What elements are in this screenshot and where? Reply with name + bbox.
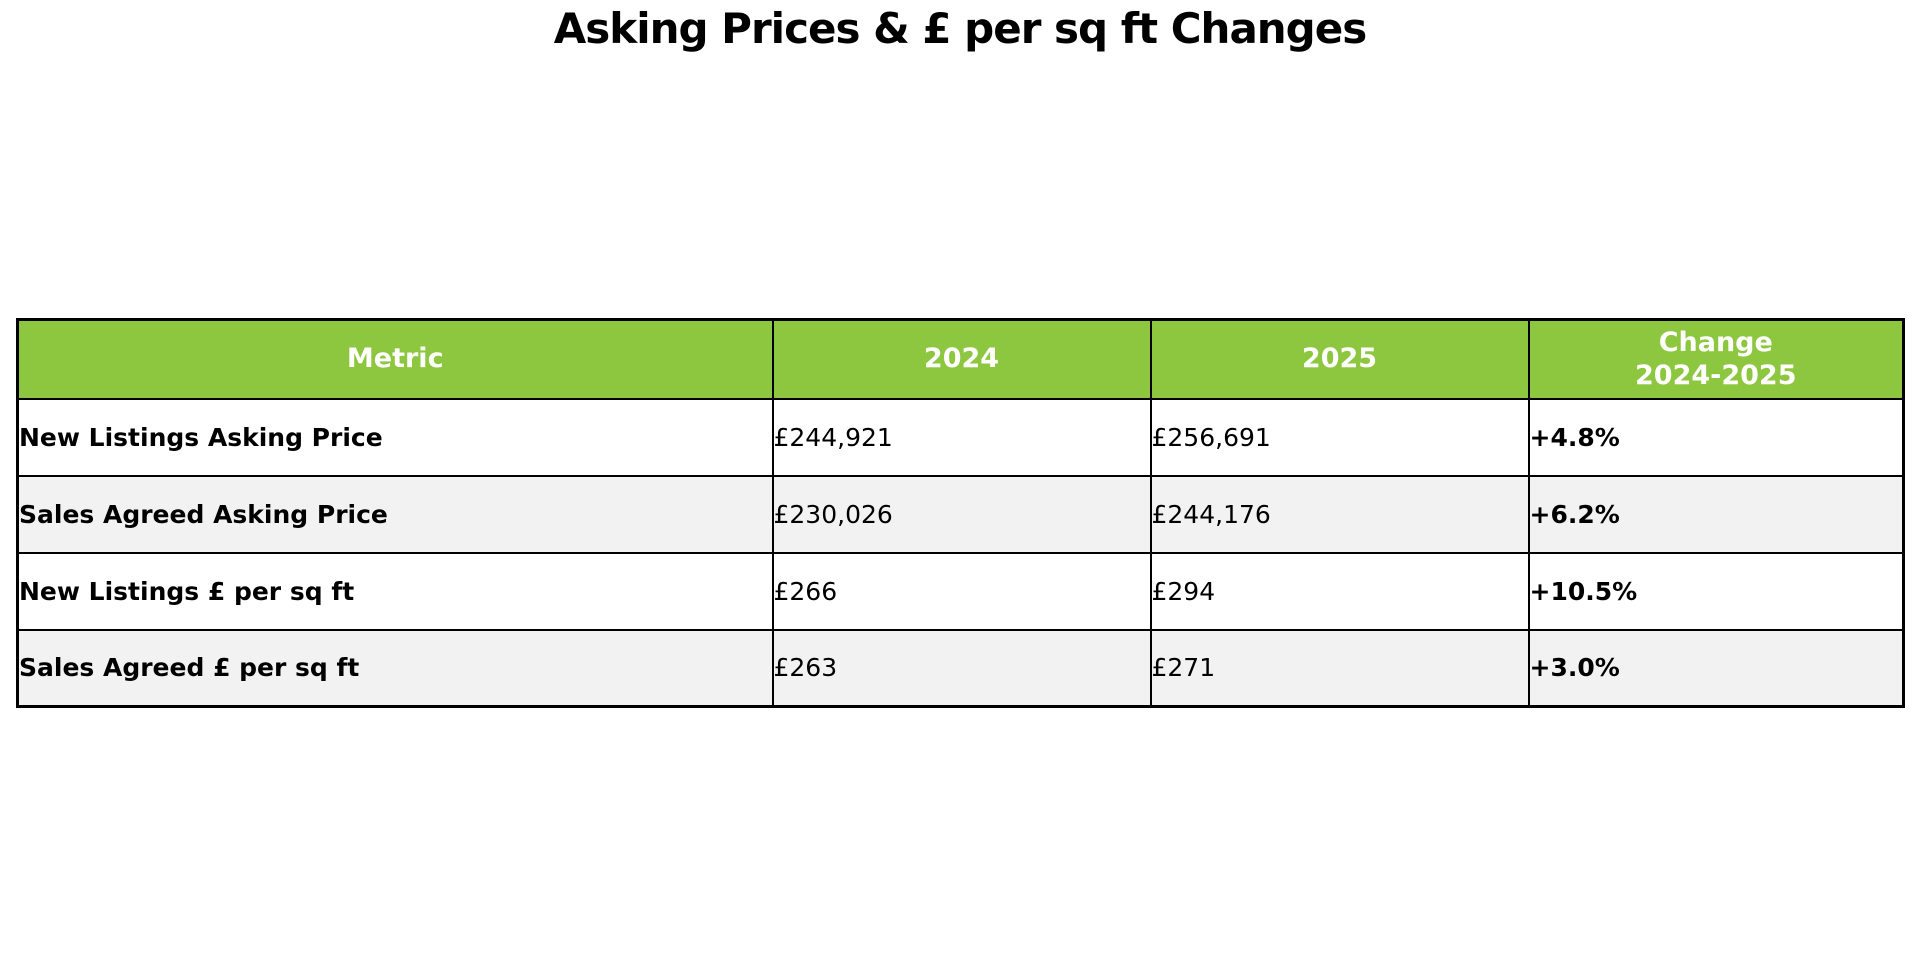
table-row-new-listings-per-sq-ft: New Listings £ per sq ft £266 £294 +10.5… — [16, 551, 1905, 631]
col-header-metric: Metric — [16, 318, 774, 400]
change-cell: +3.0% — [1527, 628, 1905, 708]
value-2025-cell: £271 — [1149, 628, 1530, 708]
col-header-2025: 2025 — [1149, 318, 1530, 400]
change-cell: +10.5% — [1527, 551, 1905, 631]
col-header-2024: 2024 — [771, 318, 1152, 400]
value-2024-cell: £230,026 — [771, 474, 1152, 554]
table-row-new-listings-asking-price: New Listings Asking Price £244,921 £256,… — [16, 397, 1905, 477]
table-row-sales-agreed-per-sq-ft: Sales Agreed £ per sq ft £263 £271 +3.0% — [16, 628, 1905, 708]
header-row: Metric 2024 2025 Change 2024-2025 — [16, 318, 1905, 400]
metric-cell: Sales Agreed Asking Price — [16, 474, 774, 554]
value-2025-cell: £294 — [1149, 551, 1530, 631]
metric-cell: Sales Agreed £ per sq ft — [16, 628, 774, 708]
change-cell: +4.8% — [1527, 397, 1905, 477]
metric-cell: New Listings £ per sq ft — [16, 551, 774, 631]
value-2024-cell: £263 — [771, 628, 1152, 708]
table-row-sales-agreed-asking-price: Sales Agreed Asking Price £230,026 £244,… — [16, 474, 1905, 554]
figure-title: Asking Prices & £ per sq ft Changes — [553, 4, 1367, 53]
change-cell: +6.2% — [1527, 474, 1905, 554]
col-header-change: Change 2024-2025 — [1527, 318, 1905, 400]
value-2025-cell: £256,691 — [1149, 397, 1530, 477]
value-2024-cell: £244,921 — [771, 397, 1152, 477]
prices-table: Metric 2024 2025 Change 2024-2025 New Li… — [16, 318, 1905, 708]
metric-cell: New Listings Asking Price — [16, 397, 774, 477]
value-2025-cell: £244,176 — [1149, 474, 1530, 554]
value-2024-cell: £266 — [771, 551, 1152, 631]
